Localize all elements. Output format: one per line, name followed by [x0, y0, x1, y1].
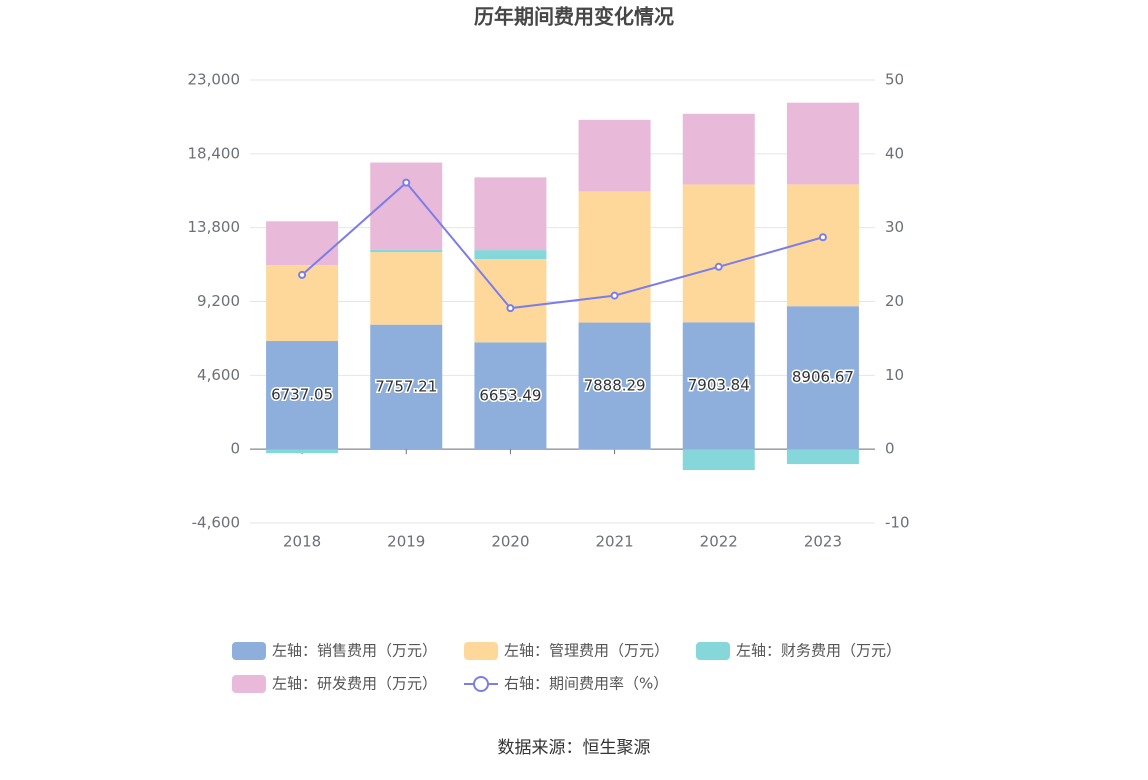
bar [579, 191, 651, 322]
y2-tick-label: 20 [885, 292, 904, 310]
bar [474, 259, 546, 342]
value-label: 7888.29 [584, 376, 646, 394]
bar [370, 252, 442, 325]
source: 数据来源：恒生聚源 [498, 738, 651, 758]
y-tick-label: 9,200 [197, 292, 240, 310]
point [403, 180, 409, 186]
legend-label: 左轴：管理费用（万元） [504, 642, 669, 660]
value-label: 8906.67 [792, 368, 854, 386]
value-label: 6737.05 [271, 386, 333, 404]
legend-label: 右轴：期间费用率（%） [504, 675, 668, 693]
y-tick-label: 4,600 [197, 366, 240, 384]
legend-swatch [232, 675, 266, 693]
y2-tick-label: 50 [885, 71, 904, 89]
x-tick-label: 2019 [387, 533, 425, 551]
legend-label: 左轴：研发费用（万元） [272, 675, 437, 693]
y-tick-label: 13,800 [188, 218, 241, 236]
legend-swatch [474, 677, 488, 691]
bar [683, 449, 755, 470]
bar [474, 177, 546, 250]
y-tick-label: 18,400 [188, 144, 241, 162]
point [299, 272, 305, 278]
bar [683, 184, 755, 322]
bar [787, 449, 859, 464]
value-label: 7757.21 [375, 377, 437, 395]
value-label: 7903.84 [688, 376, 750, 394]
bar [266, 221, 338, 265]
y-tick-label: 0 [230, 440, 240, 458]
chart-title: 历年期间费用变化情况 [474, 5, 674, 29]
y-tick-label: -4,600 [192, 514, 240, 532]
x-tick-label: 2018 [283, 533, 321, 551]
y2-tick-label: 40 [885, 144, 904, 162]
bar [683, 114, 755, 185]
value-label: 6653.49 [479, 386, 541, 404]
legend-swatch [696, 642, 730, 660]
x-tick-label: 2020 [491, 533, 529, 551]
y-tick-label: 23,000 [188, 71, 241, 89]
y2-tick-label: 0 [885, 440, 895, 458]
x-tick-label: 2021 [595, 533, 633, 551]
legend-swatch [232, 642, 266, 660]
y2-tick-label: -10 [885, 514, 910, 532]
point [716, 264, 722, 270]
bar [370, 250, 442, 252]
bar [266, 449, 338, 453]
y2-tick-label: 30 [885, 218, 904, 236]
bar [579, 120, 651, 192]
point [820, 234, 826, 240]
bar [474, 250, 546, 259]
point [612, 293, 618, 299]
legend-label: 左轴：财务费用（万元） [736, 642, 901, 660]
x-tick-label: 2023 [804, 533, 842, 551]
legend-swatch [464, 642, 498, 660]
bar [787, 103, 859, 185]
point [507, 305, 513, 311]
y2-tick-label: 10 [885, 366, 904, 384]
legend-label: 左轴：销售费用（万元） [272, 642, 437, 660]
x-tick-label: 2022 [700, 533, 738, 551]
